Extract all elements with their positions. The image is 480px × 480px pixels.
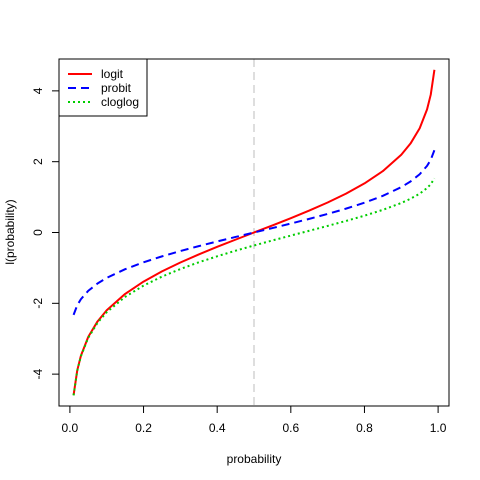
series-line-probit <box>72 149 436 316</box>
x-axis: 0.0 0.2 0.4 0.6 0.8 1.0 <box>62 405 447 435</box>
legend-label-cloglog: cloglog <box>101 95 139 109</box>
legend-label-probit: probit <box>101 81 132 95</box>
y-tick-label: 4 <box>31 87 45 94</box>
x-tick-label: 0.8 <box>356 421 373 435</box>
x-axis-title: probability <box>227 452 282 466</box>
x-tick-label: 0.0 <box>62 421 79 435</box>
y-axis: -4 -2 0 2 4 <box>31 87 60 379</box>
y-tick-label: 0 <box>31 229 45 236</box>
y-axis-title: l(probability) <box>3 199 17 264</box>
x-tick-label: 1.0 <box>430 421 447 435</box>
series-line-logit <box>72 69 436 396</box>
y-tick-label: -2 <box>31 298 45 309</box>
legend-label-logit: logit <box>101 67 124 81</box>
x-tick-label: 0.4 <box>209 421 226 435</box>
x-tick-label: 0.2 <box>135 421 152 435</box>
y-tick-label: 2 <box>31 158 45 165</box>
x-tick-label: 0.6 <box>282 421 299 435</box>
y-tick-label: -4 <box>31 368 45 379</box>
